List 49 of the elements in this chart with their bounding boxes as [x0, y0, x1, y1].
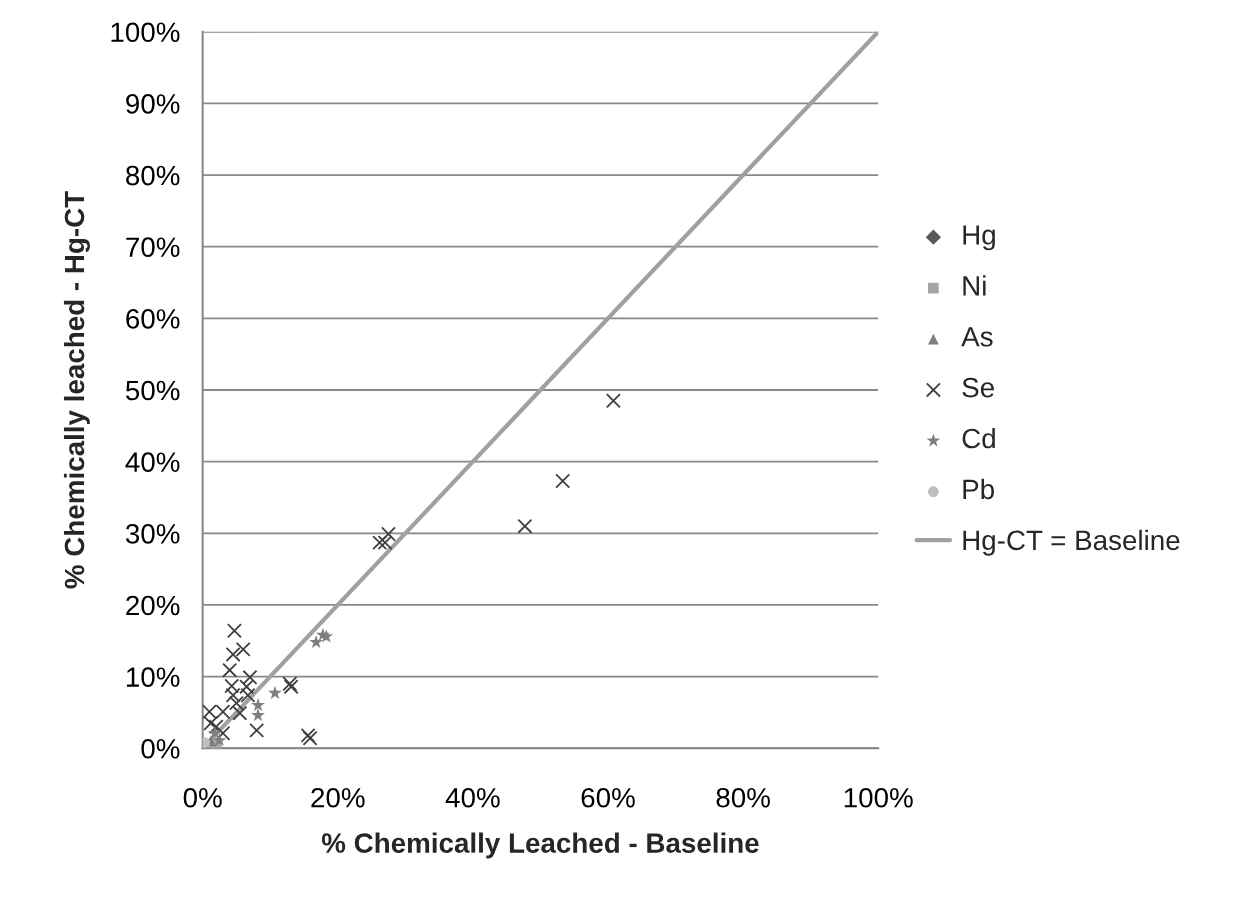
- point: [380, 526, 396, 542]
- point: [228, 695, 244, 711]
- x-axis-title: % Chemically Leached - Baseline: [321, 832, 759, 859]
- x-tick-label: 20%: [311, 787, 365, 808]
- x-tick-label: 60%: [581, 787, 635, 808]
- point: [249, 722, 265, 738]
- point: [251, 708, 265, 722]
- legend-label: Pb: [963, 478, 994, 500]
- point: [242, 669, 258, 685]
- y-tick-label: 20%: [126, 595, 180, 616]
- y-tick-label: 50%: [125, 380, 180, 401]
- y-tick-label: 90%: [126, 94, 180, 114]
- point: [309, 634, 324, 649]
- x-tick-label: 0%: [183, 787, 222, 808]
- point: [377, 535, 393, 551]
- x-tick-label: 100%: [844, 787, 913, 808]
- point: [226, 623, 242, 639]
- legend-label: Cd: [962, 427, 995, 449]
- point: [225, 646, 241, 662]
- legend-label: Ni: [963, 275, 986, 296]
- point: [555, 473, 571, 489]
- legend-label: As: [961, 327, 993, 347]
- point: [203, 715, 219, 731]
- point: [232, 705, 248, 721]
- point: [517, 518, 533, 534]
- y-axis-title: % Chemically leached - Hg-CT: [63, 191, 90, 589]
- point: [235, 641, 251, 657]
- legend-label: Se: [962, 377, 994, 398]
- x-tick-label: 40%: [445, 787, 500, 808]
- point: [251, 698, 265, 712]
- point: [222, 662, 238, 678]
- point: [208, 719, 224, 735]
- y-tick-label: 30%: [125, 523, 180, 544]
- point: [268, 685, 282, 699]
- point: [372, 535, 388, 551]
- y-tick-label: 60%: [126, 309, 180, 329]
- point: [605, 393, 621, 409]
- y-tick-label: 70%: [126, 237, 180, 258]
- legend-label: Hg: [963, 225, 995, 251]
- y-tick-label: 80%: [126, 165, 180, 186]
- y-tick-label: 10%: [126, 667, 180, 687]
- y-tick-label: 100%: [111, 22, 180, 43]
- y-tick-label: 0%: [141, 738, 180, 759]
- legend-label: Hg-CT = Baseline: [963, 529, 1180, 556]
- point: [212, 733, 227, 747]
- point: [202, 737, 211, 748]
- y-tick-label: 40%: [125, 452, 180, 472]
- x-tick-label: 80%: [716, 787, 770, 808]
- point: [207, 725, 222, 740]
